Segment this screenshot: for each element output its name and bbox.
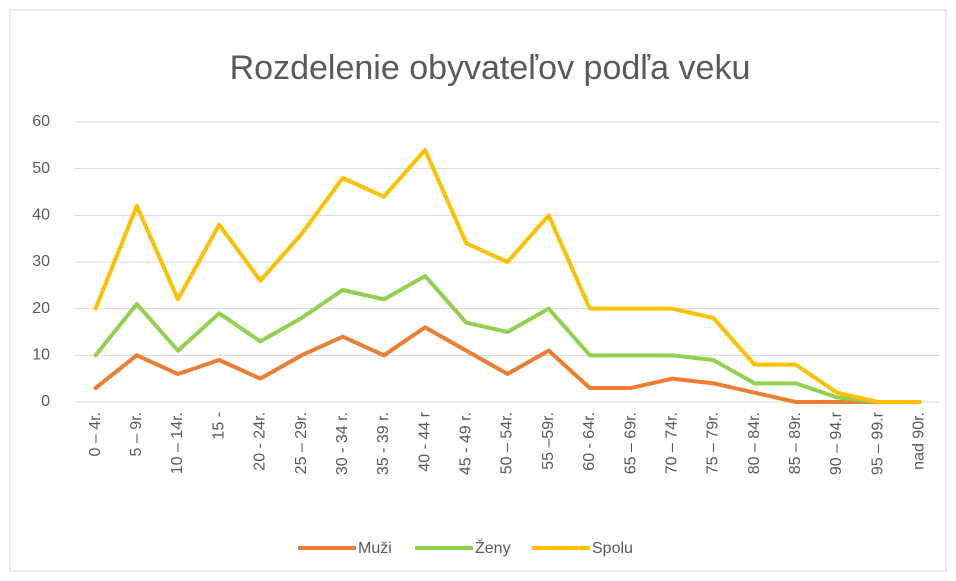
series-line [93, 148, 922, 404]
x-tick-label: 90 – 94.r [828, 411, 845, 475]
x-tick-label: 85 – 89r. [787, 412, 804, 474]
x-tick-label: 60 - 64r. [581, 412, 598, 471]
x-tick-label: 65 – 69r. [622, 412, 639, 474]
chart-title: Rozdelenie obyvateľov podľa veku [230, 49, 751, 87]
y-tick-label: 10 [32, 347, 50, 364]
x-tick-label: 30 - 34 r. [334, 412, 351, 475]
x-tick-label: 70 – 74r. [663, 412, 680, 474]
x-tick-label: nad 90r. [911, 412, 928, 470]
y-tick-label: 60 [32, 113, 50, 130]
y-tick-label: 40 [32, 207, 50, 224]
x-tick-label: 40 - 44 r [416, 411, 433, 471]
x-tick-label: 50 – 54r. [499, 412, 516, 474]
x-tick-label: 5 – 9r. [128, 412, 145, 456]
y-tick-label: 30 [32, 253, 50, 270]
legend-label: Spolu [592, 540, 633, 557]
x-tick-label: 35 - 39 r. [375, 412, 392, 475]
x-tick-label: 10 – 14r. [169, 412, 186, 474]
x-tick-label: 80 – 84r. [746, 412, 763, 474]
chart-frame [9, 9, 947, 572]
x-tick-label: 55 –59r. [540, 412, 557, 470]
legend-label: Ženy [475, 538, 511, 557]
x-tick-label: 45 - 49 r. [458, 412, 475, 475]
legend-label: Muži [358, 540, 392, 557]
y-tick-label: 50 [32, 160, 50, 177]
x-tick-label: 20 - 24r. [252, 412, 269, 471]
y-tick-label: 0 [41, 393, 50, 410]
y-tick-label: 20 [32, 300, 50, 317]
x-tick-label: 15 - [210, 412, 227, 440]
x-tick-label: 0 – 4r. [87, 412, 104, 456]
x-tick-label: 95 – 99.r [869, 411, 886, 475]
series-line [93, 325, 922, 404]
x-tick-label: 25 – 29r. [293, 412, 310, 474]
x-tick-label: 75 – 79r. [705, 412, 722, 474]
series-line [93, 274, 922, 404]
